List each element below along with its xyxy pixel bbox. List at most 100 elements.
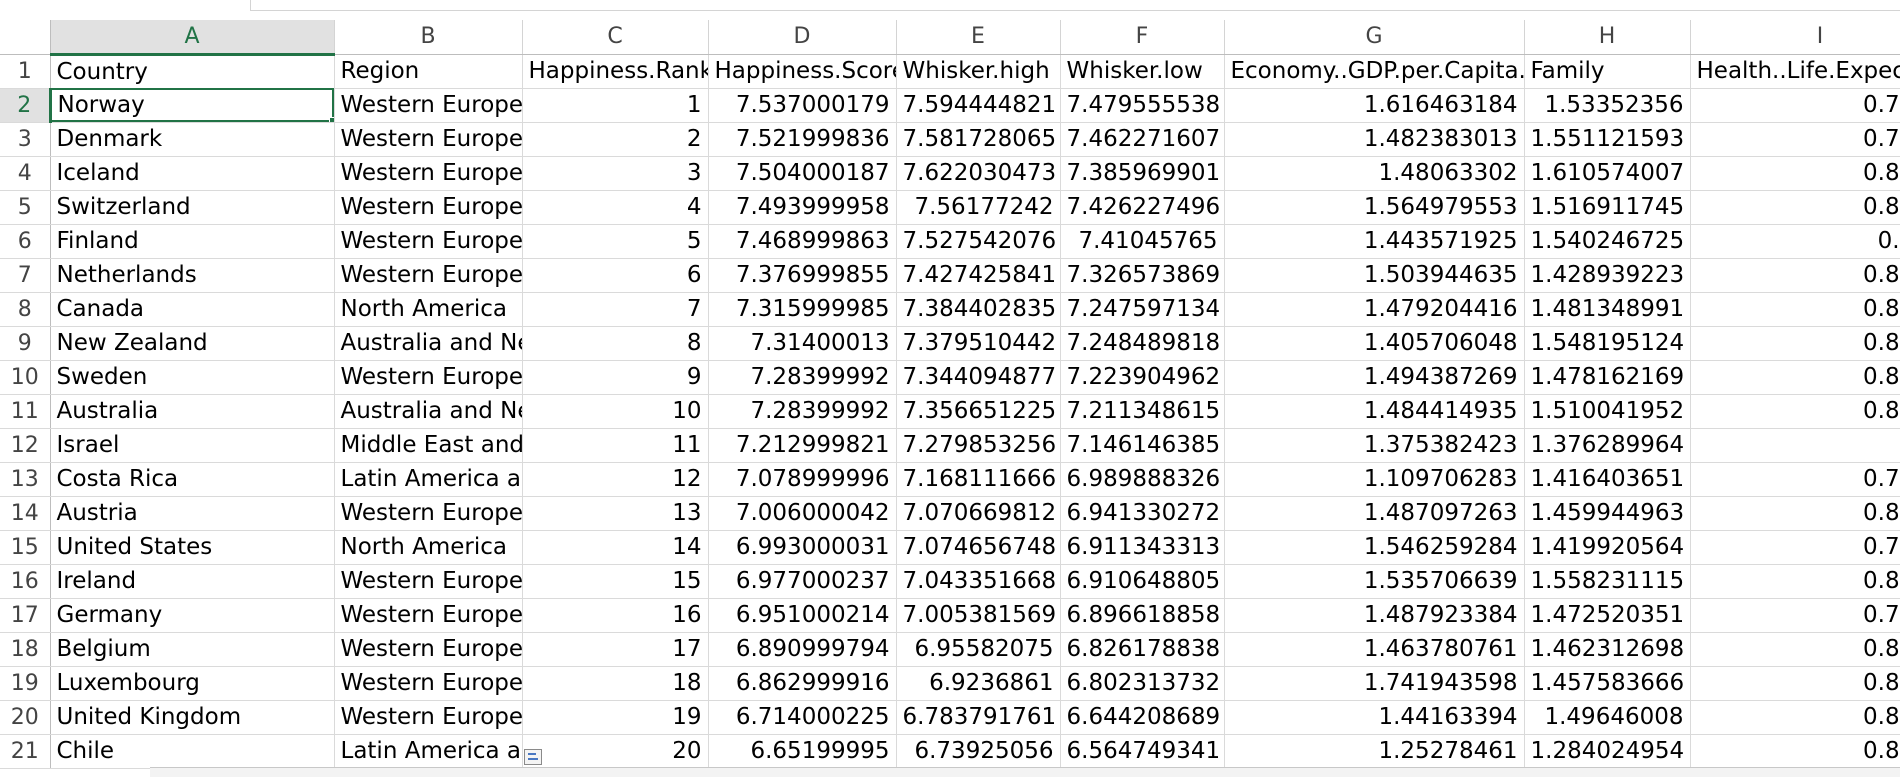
- data-cell[interactable]: 6.783791761: [896, 700, 1061, 735]
- data-cell[interactable]: 0.7742: [1690, 530, 1900, 565]
- data-cell[interactable]: 7.468999863: [708, 224, 897, 259]
- data-cell[interactable]: 7.527542076: [896, 224, 1061, 259]
- data-cell[interactable]: 7.594444821: [896, 88, 1061, 123]
- data-cell[interactable]: 1.558231115: [1524, 564, 1691, 599]
- data-cell[interactable]: 11: [522, 428, 709, 463]
- column-header-b[interactable]: B: [334, 20, 523, 55]
- data-cell[interactable]: 1.472520351: [1524, 598, 1691, 633]
- data-cell[interactable]: Chile: [50, 734, 335, 769]
- row-header[interactable]: 2: [0, 88, 52, 123]
- header-cell[interactable]: Whisker.low: [1060, 54, 1225, 89]
- data-cell[interactable]: 7.212999821: [708, 428, 897, 463]
- data-cell[interactable]: Israel: [50, 428, 335, 463]
- data-cell[interactable]: 1.484414935: [1224, 394, 1525, 429]
- data-cell[interactable]: 0.8153: [1690, 496, 1900, 531]
- data-cell[interactable]: 7.078999996: [708, 462, 897, 497]
- data-cell[interactable]: 1.49646008: [1524, 700, 1691, 735]
- data-cell[interactable]: 1.463780761: [1224, 632, 1525, 667]
- row-header[interactable]: 12: [0, 428, 51, 463]
- data-cell[interactable]: 1.459944963: [1524, 496, 1691, 531]
- data-cell[interactable]: 19: [522, 700, 709, 735]
- data-cell[interactable]: 6.826178838: [1060, 632, 1225, 667]
- data-cell[interactable]: Germany: [50, 598, 335, 633]
- data-cell[interactable]: 7.622030473: [896, 156, 1061, 191]
- data-cell[interactable]: Netherlands: [50, 258, 335, 293]
- data-cell[interactable]: 20: [522, 734, 709, 769]
- data-cell[interactable]: 10: [522, 394, 709, 429]
- data-cell[interactable]: 1.48063302: [1224, 156, 1525, 191]
- data-cell[interactable]: 7.504000187: [708, 156, 897, 191]
- data-cell[interactable]: 0.8: [1690, 428, 1900, 463]
- row-header[interactable]: 17: [0, 598, 51, 633]
- row-header[interactable]: 1: [0, 54, 51, 89]
- data-cell[interactable]: Western Europe: [334, 700, 523, 735]
- data-cell[interactable]: 6.564749341: [1060, 734, 1225, 769]
- data-cell[interactable]: 1.416403651: [1524, 462, 1691, 497]
- row-header[interactable]: 9: [0, 326, 51, 361]
- data-cell[interactable]: 0.8053: [1690, 700, 1900, 735]
- data-cell[interactable]: 1.487923384: [1224, 598, 1525, 633]
- data-cell[interactable]: 7.28399992: [708, 394, 897, 429]
- data-cell[interactable]: 1.457583666: [1524, 666, 1691, 701]
- header-cell[interactable]: Family: [1524, 54, 1691, 89]
- data-cell[interactable]: 7.168111666: [896, 462, 1061, 497]
- data-cell[interactable]: 1.610574007: [1524, 156, 1691, 191]
- row-header[interactable]: 19: [0, 666, 51, 701]
- data-cell[interactable]: Canada: [50, 292, 335, 327]
- data-cell[interactable]: 1.510041952: [1524, 394, 1691, 429]
- data-cell[interactable]: 0.8450: [1690, 666, 1900, 701]
- row-header[interactable]: 16: [0, 564, 51, 599]
- data-cell[interactable]: 7.146146385: [1060, 428, 1225, 463]
- data-cell[interactable]: 7.248489818: [1060, 326, 1225, 361]
- row-header[interactable]: 11: [0, 394, 51, 429]
- data-cell[interactable]: 6.989888326: [1060, 462, 1225, 497]
- data-cell[interactable]: North America: [334, 530, 523, 565]
- data-cell[interactable]: 1.741943598: [1224, 666, 1525, 701]
- row-header[interactable]: 5: [0, 190, 51, 225]
- data-cell[interactable]: Austria: [50, 496, 335, 531]
- data-cell[interactable]: 7.427425841: [896, 258, 1061, 293]
- data-cell[interactable]: 7.493999958: [708, 190, 897, 225]
- data-cell[interactable]: 7.379510442: [896, 326, 1061, 361]
- formula-input[interactable]: [250, 0, 1900, 11]
- data-cell[interactable]: Western Europe: [334, 88, 523, 123]
- data-cell[interactable]: Western Europe: [334, 190, 523, 225]
- data-cell[interactable]: 7.279853256: [896, 428, 1061, 463]
- data-cell[interactable]: 1.53352356: [1524, 88, 1691, 123]
- data-cell[interactable]: Western Europe: [334, 666, 523, 701]
- data-cell[interactable]: 1.482383013: [1224, 122, 1525, 157]
- data-cell[interactable]: 7.28399992: [708, 360, 897, 395]
- data-cell[interactable]: 1.375382423: [1224, 428, 1525, 463]
- data-cell[interactable]: 2: [522, 122, 709, 157]
- data-cell[interactable]: 1.284024954: [1524, 734, 1691, 769]
- data-cell[interactable]: 7.385969901: [1060, 156, 1225, 191]
- data-cell[interactable]: 7: [522, 292, 709, 327]
- horizontal-scrollbar[interactable]: [150, 767, 1900, 777]
- data-cell[interactable]: 18: [522, 666, 709, 701]
- data-cell[interactable]: 4: [522, 190, 709, 225]
- data-cell[interactable]: United Kingdom: [50, 700, 335, 735]
- data-cell[interactable]: Western Europe: [334, 156, 523, 191]
- fill-handle[interactable]: [328, 116, 333, 121]
- data-cell[interactable]: 6.65199995: [708, 734, 897, 769]
- data-cell[interactable]: New Zealand: [50, 326, 335, 361]
- data-cell[interactable]: 7.376999855: [708, 258, 897, 293]
- data-cell[interactable]: 0.8345: [1690, 292, 1900, 327]
- data-cell[interactable]: 7.41045765: [1060, 224, 1225, 259]
- data-cell[interactable]: Luxembourg: [50, 666, 335, 701]
- data-cell[interactable]: 1.516911745: [1524, 190, 1691, 225]
- data-cell[interactable]: United States: [50, 530, 335, 565]
- row-header[interactable]: 10: [0, 360, 51, 395]
- data-cell[interactable]: 1.443571925: [1224, 224, 1525, 259]
- data-cell[interactable]: 1.503944635: [1224, 258, 1525, 293]
- data-cell[interactable]: 6.73925056: [896, 734, 1061, 769]
- data-cell[interactable]: Latin America an: [334, 734, 523, 769]
- data-cell[interactable]: 12: [522, 462, 709, 497]
- data-cell[interactable]: 6.95582075: [896, 632, 1061, 667]
- column-header-c[interactable]: C: [522, 20, 709, 55]
- data-cell[interactable]: 7.315999985: [708, 292, 897, 327]
- row-header[interactable]: 21: [0, 734, 51, 769]
- data-cell[interactable]: 16: [522, 598, 709, 633]
